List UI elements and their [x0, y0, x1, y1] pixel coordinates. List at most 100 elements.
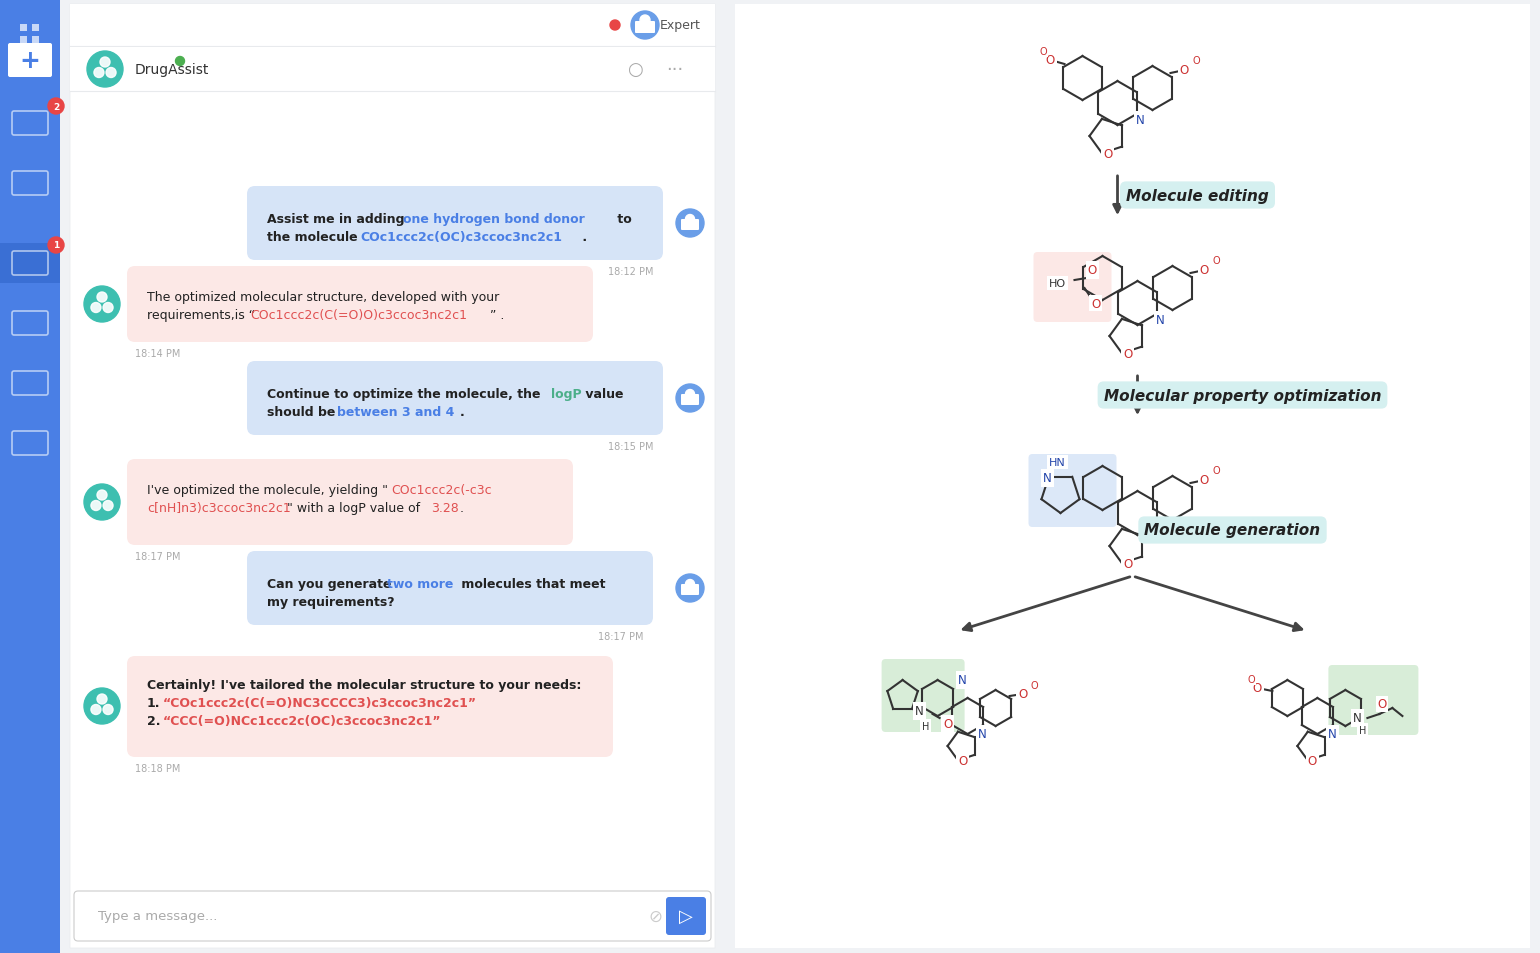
Text: The optimized molecular structure, developed with your: The optimized molecular structure, devel… — [146, 291, 499, 304]
Text: N: N — [1157, 314, 1164, 327]
Text: O: O — [1200, 264, 1209, 277]
Text: two more: two more — [387, 578, 453, 590]
Text: .: . — [460, 406, 465, 418]
FancyBboxPatch shape — [246, 361, 664, 436]
Circle shape — [685, 390, 695, 399]
Circle shape — [97, 695, 106, 704]
FancyBboxPatch shape — [69, 5, 715, 47]
Text: ⊘: ⊘ — [648, 907, 662, 925]
Text: O: O — [1087, 264, 1096, 277]
Text: .: . — [460, 501, 464, 515]
Circle shape — [48, 237, 65, 253]
Text: N: N — [1043, 472, 1052, 485]
Circle shape — [676, 210, 704, 237]
Text: Assist me in adding: Assist me in adding — [266, 213, 410, 226]
Text: O: O — [1090, 297, 1100, 310]
Circle shape — [103, 501, 112, 511]
Text: O: O — [942, 718, 952, 731]
Text: Molecular property optimization: Molecular property optimization — [1104, 388, 1381, 403]
FancyBboxPatch shape — [126, 267, 593, 343]
FancyBboxPatch shape — [1033, 253, 1112, 323]
Text: Continue to optimize the molecule, the: Continue to optimize the molecule, the — [266, 388, 545, 400]
Text: O: O — [1030, 680, 1038, 690]
Text: “CCC(=O)NCc1ccc2c(OC)c3ccoc3nc2c1”: “CCC(=O)NCc1ccc2c(OC)c3ccoc3nc2c1” — [163, 714, 442, 727]
Text: O: O — [1247, 675, 1255, 684]
FancyBboxPatch shape — [74, 891, 711, 941]
Text: requirements,is “: requirements,is “ — [146, 309, 256, 322]
FancyBboxPatch shape — [681, 584, 699, 596]
FancyBboxPatch shape — [20, 37, 28, 44]
Text: O: O — [1046, 54, 1055, 68]
Circle shape — [103, 705, 112, 715]
FancyBboxPatch shape — [32, 37, 38, 44]
Text: Certainly! I've tailored the molecular structure to your needs:: Certainly! I've tailored the molecular s… — [146, 679, 582, 691]
Circle shape — [610, 21, 621, 30]
Circle shape — [685, 579, 695, 589]
Circle shape — [676, 575, 704, 602]
Text: .: . — [578, 231, 587, 244]
Text: " with a logP value of: " with a logP value of — [286, 501, 424, 515]
Circle shape — [676, 385, 704, 413]
Circle shape — [85, 484, 120, 520]
Text: 1: 1 — [52, 241, 59, 251]
Circle shape — [106, 69, 115, 78]
FancyBboxPatch shape — [0, 0, 60, 953]
FancyBboxPatch shape — [20, 25, 28, 32]
Text: +: + — [20, 49, 40, 73]
FancyBboxPatch shape — [634, 22, 654, 34]
Circle shape — [685, 215, 695, 224]
Text: COc1ccc2c(OC)c3ccoc3nc2c1: COc1ccc2c(OC)c3ccoc3nc2c1 — [360, 231, 562, 244]
Circle shape — [100, 58, 109, 68]
Circle shape — [48, 99, 65, 115]
Text: 18:17 PM: 18:17 PM — [598, 631, 644, 641]
Text: Expert: Expert — [661, 19, 701, 32]
Text: Molecule editing: Molecule editing — [1126, 189, 1269, 203]
Text: O: O — [1103, 149, 1112, 161]
Text: N: N — [1327, 728, 1337, 740]
Text: Type a message...: Type a message... — [99, 909, 217, 923]
Text: HO: HO — [1049, 278, 1066, 289]
Text: “COc1ccc2c(C(=O)NC3CCCC3)c3ccoc3nc2c1”: “COc1ccc2c(C(=O)NC3CCCC3)c3ccoc3nc2c1” — [163, 697, 477, 709]
Text: molecules that meet: molecules that meet — [457, 578, 605, 590]
Text: 2: 2 — [52, 102, 59, 112]
Text: ” .: ” . — [490, 309, 505, 322]
FancyBboxPatch shape — [881, 659, 964, 732]
Circle shape — [91, 501, 102, 511]
Text: ···: ··· — [667, 61, 684, 79]
Text: c[nH]n3)c3ccoc3nc2c1: c[nH]n3)c3ccoc3nc2c1 — [146, 501, 291, 515]
Text: 18:17 PM: 18:17 PM — [136, 552, 180, 561]
Circle shape — [86, 52, 123, 88]
Text: O: O — [958, 755, 967, 768]
Text: O: O — [1307, 755, 1317, 768]
FancyBboxPatch shape — [665, 897, 705, 935]
Text: O: O — [1378, 698, 1388, 711]
Text: H: H — [1358, 725, 1366, 735]
Text: value: value — [581, 388, 624, 400]
Circle shape — [97, 491, 106, 500]
FancyBboxPatch shape — [126, 459, 573, 545]
Circle shape — [91, 705, 102, 715]
Text: COc1ccc2c(-c3c: COc1ccc2c(-c3c — [391, 483, 491, 497]
Circle shape — [103, 303, 112, 314]
Circle shape — [176, 57, 185, 67]
Text: 2.: 2. — [146, 714, 160, 727]
Circle shape — [94, 69, 103, 78]
FancyBboxPatch shape — [69, 5, 715, 948]
Text: N: N — [978, 728, 987, 740]
Text: N: N — [1137, 114, 1144, 128]
Text: O: O — [1040, 47, 1047, 57]
Text: O: O — [1180, 65, 1189, 77]
Text: N: N — [1354, 712, 1361, 724]
Text: 3.28: 3.28 — [431, 501, 459, 515]
Text: 18:14 PM: 18:14 PM — [136, 349, 180, 358]
Text: Can you generate: Can you generate — [266, 578, 396, 590]
Text: O: O — [1192, 56, 1200, 66]
Circle shape — [91, 303, 102, 314]
FancyBboxPatch shape — [1329, 665, 1418, 735]
Text: to: to — [613, 213, 631, 226]
Text: one hydrogen bond donor: one hydrogen bond donor — [403, 213, 585, 226]
Text: O: O — [1123, 558, 1132, 571]
FancyBboxPatch shape — [0, 244, 60, 284]
Text: COc1ccc2c(C(=O)O)c3ccoc3nc2c1: COc1ccc2c(C(=O)O)c3ccoc3nc2c1 — [249, 309, 467, 322]
Text: my requirements?: my requirements? — [266, 596, 394, 608]
